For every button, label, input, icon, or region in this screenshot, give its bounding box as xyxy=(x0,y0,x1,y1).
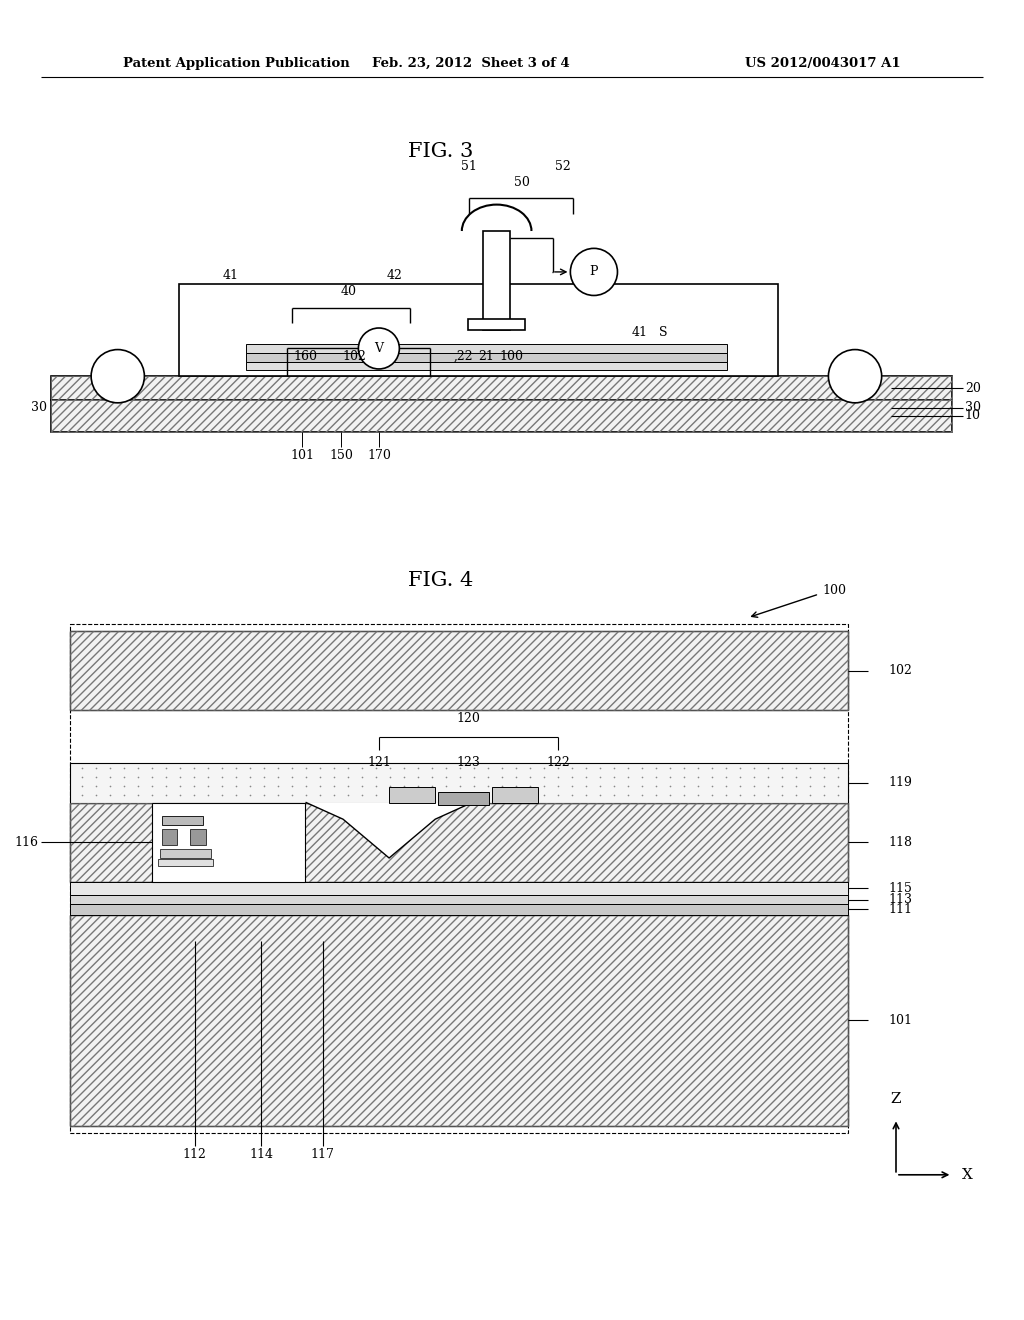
Bar xyxy=(70,763,848,803)
Text: 112: 112 xyxy=(182,1148,207,1162)
Bar xyxy=(70,915,848,1126)
Bar xyxy=(70,631,848,710)
Text: 52: 52 xyxy=(555,160,571,173)
Bar xyxy=(190,829,206,845)
Bar xyxy=(51,376,952,400)
Text: 150: 150 xyxy=(329,449,353,462)
Text: 119: 119 xyxy=(889,776,912,789)
Bar xyxy=(468,319,525,330)
Bar xyxy=(152,803,305,882)
Bar xyxy=(438,792,489,805)
Text: 100: 100 xyxy=(499,350,523,363)
Text: 21: 21 xyxy=(478,350,495,363)
Text: US 2012/0043017 A1: US 2012/0043017 A1 xyxy=(745,57,901,70)
Text: 101: 101 xyxy=(889,1014,912,1027)
Polygon shape xyxy=(306,803,472,858)
Text: Z: Z xyxy=(891,1092,901,1106)
Text: FIG. 4: FIG. 4 xyxy=(408,572,473,590)
Text: 111: 111 xyxy=(889,903,912,916)
Text: ,22: ,22 xyxy=(454,350,474,363)
Text: 30: 30 xyxy=(965,401,981,414)
Text: 41: 41 xyxy=(222,269,239,282)
Bar xyxy=(246,345,727,354)
Bar xyxy=(483,231,510,330)
Text: 101: 101 xyxy=(290,449,314,462)
Text: 117: 117 xyxy=(310,1148,335,1162)
Bar xyxy=(389,787,435,803)
Bar xyxy=(70,803,848,882)
Text: S: S xyxy=(659,326,668,339)
Bar xyxy=(51,400,952,432)
Circle shape xyxy=(358,327,399,370)
Text: 114: 114 xyxy=(249,1148,273,1162)
Bar xyxy=(70,882,848,895)
Text: Feb. 23, 2012  Sheet 3 of 4: Feb. 23, 2012 Sheet 3 of 4 xyxy=(372,57,570,70)
Text: 120: 120 xyxy=(457,711,480,725)
Text: 30: 30 xyxy=(31,401,47,414)
Text: 51: 51 xyxy=(461,160,477,173)
Bar xyxy=(246,363,727,370)
Text: 20: 20 xyxy=(965,381,981,395)
Bar xyxy=(51,376,952,400)
Text: P: P xyxy=(590,265,598,279)
Bar xyxy=(70,631,848,710)
Text: 41: 41 xyxy=(632,326,648,339)
Text: 113: 113 xyxy=(889,894,912,906)
Text: 123: 123 xyxy=(457,756,480,770)
Text: 100: 100 xyxy=(822,583,847,597)
Bar xyxy=(246,354,727,363)
Text: 10: 10 xyxy=(965,409,981,422)
Bar xyxy=(160,849,211,858)
Bar xyxy=(51,400,952,432)
Bar xyxy=(162,829,177,845)
Text: FIG. 3: FIG. 3 xyxy=(408,143,473,161)
Bar xyxy=(179,284,778,376)
Text: Patent Application Publication: Patent Application Publication xyxy=(123,57,349,70)
Text: X: X xyxy=(963,1168,973,1181)
Bar xyxy=(158,859,213,866)
Bar xyxy=(70,915,848,1126)
Text: 115: 115 xyxy=(889,882,912,895)
Text: 122: 122 xyxy=(546,756,570,770)
Text: 116: 116 xyxy=(15,836,39,849)
Bar xyxy=(162,816,203,825)
Bar xyxy=(152,803,305,882)
Circle shape xyxy=(91,350,144,403)
Text: V: V xyxy=(375,342,383,355)
Bar xyxy=(70,895,848,904)
Bar xyxy=(70,803,848,882)
Bar xyxy=(492,787,538,803)
Text: 102: 102 xyxy=(889,664,912,677)
Text: 50: 50 xyxy=(514,176,530,189)
Bar xyxy=(70,624,848,1133)
Circle shape xyxy=(570,248,617,296)
Text: 40: 40 xyxy=(340,285,356,298)
Text: 121: 121 xyxy=(367,756,391,770)
Bar xyxy=(70,904,848,915)
Text: 42: 42 xyxy=(386,269,402,282)
Text: 160: 160 xyxy=(293,350,317,363)
Circle shape xyxy=(828,350,882,403)
Text: 118: 118 xyxy=(889,836,912,849)
Text: 170: 170 xyxy=(367,449,391,462)
Text: 102: 102 xyxy=(342,350,367,363)
